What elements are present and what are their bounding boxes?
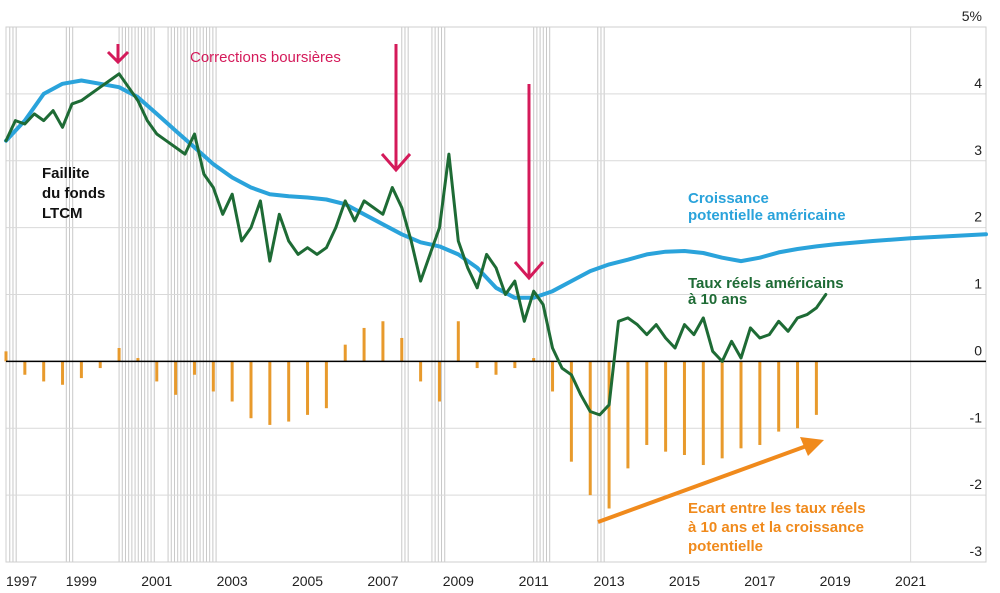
gap-bar [419, 361, 423, 382]
gap-bar [607, 361, 611, 509]
real-rates-label: Taux réels américains à 10 ans [688, 275, 848, 308]
real-rates-line [4, 72, 828, 417]
gap-bar [720, 361, 724, 459]
gap-bar [626, 361, 630, 469]
gap-bar [268, 361, 272, 425]
gap-bar [588, 361, 592, 496]
x-tick-label: 2021 [895, 573, 926, 589]
x-tick-label: 2005 [292, 573, 323, 589]
gap-bar [98, 361, 102, 369]
gap-bar [645, 361, 649, 445]
gap-bar [230, 361, 234, 402]
gap-bar [437, 361, 441, 402]
gap-bar [4, 351, 8, 362]
correction-arrow-2007 [380, 44, 412, 173]
gap-bar [343, 344, 347, 362]
correction-arrow-2011 [513, 84, 545, 281]
gap-bar [513, 361, 517, 369]
gap-label-line-2: à 10 ans et la croissance [688, 519, 864, 536]
gap-bar [551, 361, 555, 392]
real-rates-label-line-1: Taux réels américains [688, 275, 844, 292]
gap-bar [682, 361, 686, 455]
gap-bar [117, 348, 121, 362]
y-tick-label: 5% [962, 8, 982, 24]
x-tick-labels: 1997 1999 2001 2003 2005 2007 2009 2011 2013 2015… [6, 573, 926, 589]
gap-bar [155, 361, 159, 382]
gap-bar [664, 361, 668, 452]
x-tick-label: 1999 [66, 573, 97, 589]
potential-label-line-2: potentielle américaine [688, 207, 846, 224]
y-tick-label: 2 [974, 209, 982, 225]
gap-bar [324, 361, 328, 409]
gap-bars [4, 321, 818, 509]
gap-trend-arrow [597, 437, 824, 524]
correction-arrow-1999 [106, 44, 130, 65]
real-rates-label-line-2: à 10 ans [688, 291, 747, 308]
y-tick-label: 1 [974, 276, 982, 292]
gap-bar [23, 361, 27, 375]
gap-bar [777, 361, 781, 432]
gap-label-line-1: Ecart entre les taux réels [688, 500, 866, 517]
gap-bar [796, 361, 800, 429]
x-tick-label: 2013 [593, 573, 624, 589]
x-tick-label: 1997 [6, 573, 37, 589]
y-tick-label: -3 [970, 543, 983, 559]
x-tick-label: 2007 [367, 573, 398, 589]
gap-bar [456, 321, 460, 362]
x-tick-label: 2001 [141, 573, 172, 589]
gap-bar [701, 361, 705, 466]
gap-bar [306, 361, 310, 415]
ltcm-line-1: Faillite [42, 165, 90, 182]
gap-bar [42, 361, 46, 382]
gap-bar [400, 337, 404, 362]
gap-bar [739, 361, 743, 449]
gap-bar [532, 358, 536, 362]
grid [5, 26, 987, 563]
gap-bar [494, 361, 498, 375]
x-tick-label: 2017 [744, 573, 775, 589]
ltcm-line-3: LTCM [42, 205, 83, 222]
gap-bar [192, 361, 196, 375]
gap-bar [211, 361, 215, 392]
x-tick-label: 2015 [669, 573, 700, 589]
gap-bar [362, 327, 366, 362]
ltcm-label: Faillite du fonds LTCM [42, 165, 110, 222]
gap-bar [758, 361, 762, 445]
x-tick-label: 2011 [519, 573, 549, 589]
gap-bar [287, 361, 291, 422]
y-tick-label: 4 [974, 75, 982, 91]
gap-label: Ecart entre les taux réels à 10 ans et l… [688, 500, 870, 555]
gap-bar [381, 321, 385, 362]
y-tick-label: 0 [974, 342, 982, 358]
gap-bar [814, 361, 818, 415]
ltcm-line-2: du fonds [42, 185, 105, 202]
gap-bar [136, 358, 140, 362]
y-tick-label: 3 [974, 142, 982, 158]
gap-bar [569, 361, 573, 462]
y-tick-labels: 5% 4 3 2 1 0 -1 -2 -3 [962, 8, 982, 559]
gap-bar [249, 361, 253, 419]
gap-bar [61, 361, 65, 385]
gap-bar [79, 361, 83, 379]
plot-frame [5, 26, 987, 563]
x-tick-label: 2019 [820, 573, 851, 589]
gap-bar [174, 361, 178, 395]
gap-bar [475, 361, 479, 369]
x-tick-label: 2003 [217, 573, 248, 589]
potential-growth-line [4, 78, 988, 300]
gap-label-line-3: potentielle [688, 538, 763, 555]
x-tick-label: 2009 [443, 573, 474, 589]
potential-label-line-1: Croissance [688, 190, 769, 207]
y-tick-label: -2 [970, 476, 983, 492]
y-tick-label: -1 [970, 409, 983, 425]
potential-label: Croissance potentielle américaine [688, 190, 846, 224]
corrections-label: Corrections boursières [190, 49, 341, 66]
